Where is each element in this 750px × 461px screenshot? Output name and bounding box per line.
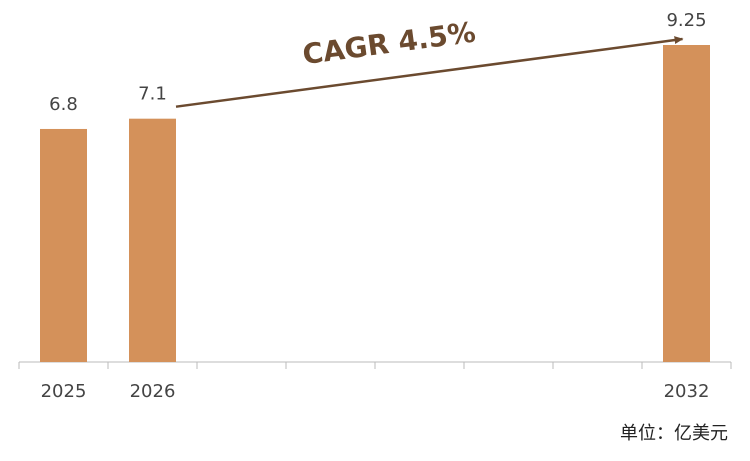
cagr-annotation: CAGR 4.5%: [301, 15, 478, 71]
bar: [129, 118, 176, 362]
unit-label: 单位：亿美元: [620, 423, 728, 444]
bar: [40, 128, 87, 362]
value-label: 7.1: [138, 84, 167, 105]
x-tick-label: 2032: [664, 381, 710, 402]
x-tick-label: 2026: [130, 381, 176, 402]
value-label: 6.8: [49, 94, 78, 115]
bar: [663, 45, 710, 362]
cagr-arrow: [175, 36, 684, 108]
x-tick-label: 2025: [41, 381, 87, 402]
value-label: 9.25: [666, 10, 706, 31]
